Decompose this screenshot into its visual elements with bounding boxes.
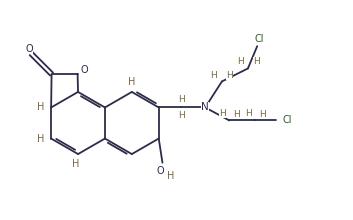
Text: H: H: [128, 77, 136, 87]
Text: O: O: [157, 166, 164, 176]
Text: H: H: [178, 95, 184, 104]
Text: Cl: Cl: [254, 34, 264, 44]
Text: Cl: Cl: [282, 116, 292, 125]
Text: H: H: [245, 108, 252, 117]
Text: H: H: [210, 71, 217, 80]
Text: H: H: [226, 71, 233, 80]
Text: H: H: [233, 110, 240, 119]
Text: H: H: [259, 110, 266, 119]
Text: O: O: [80, 65, 88, 75]
Text: H: H: [178, 111, 184, 120]
Text: H: H: [37, 103, 45, 112]
Text: O: O: [25, 44, 33, 54]
Text: H: H: [167, 171, 174, 181]
Text: H: H: [37, 134, 45, 143]
Text: H: H: [219, 108, 226, 117]
Text: H: H: [237, 57, 244, 66]
Text: H: H: [253, 57, 259, 66]
Text: N: N: [201, 103, 209, 112]
Text: H: H: [72, 159, 80, 169]
